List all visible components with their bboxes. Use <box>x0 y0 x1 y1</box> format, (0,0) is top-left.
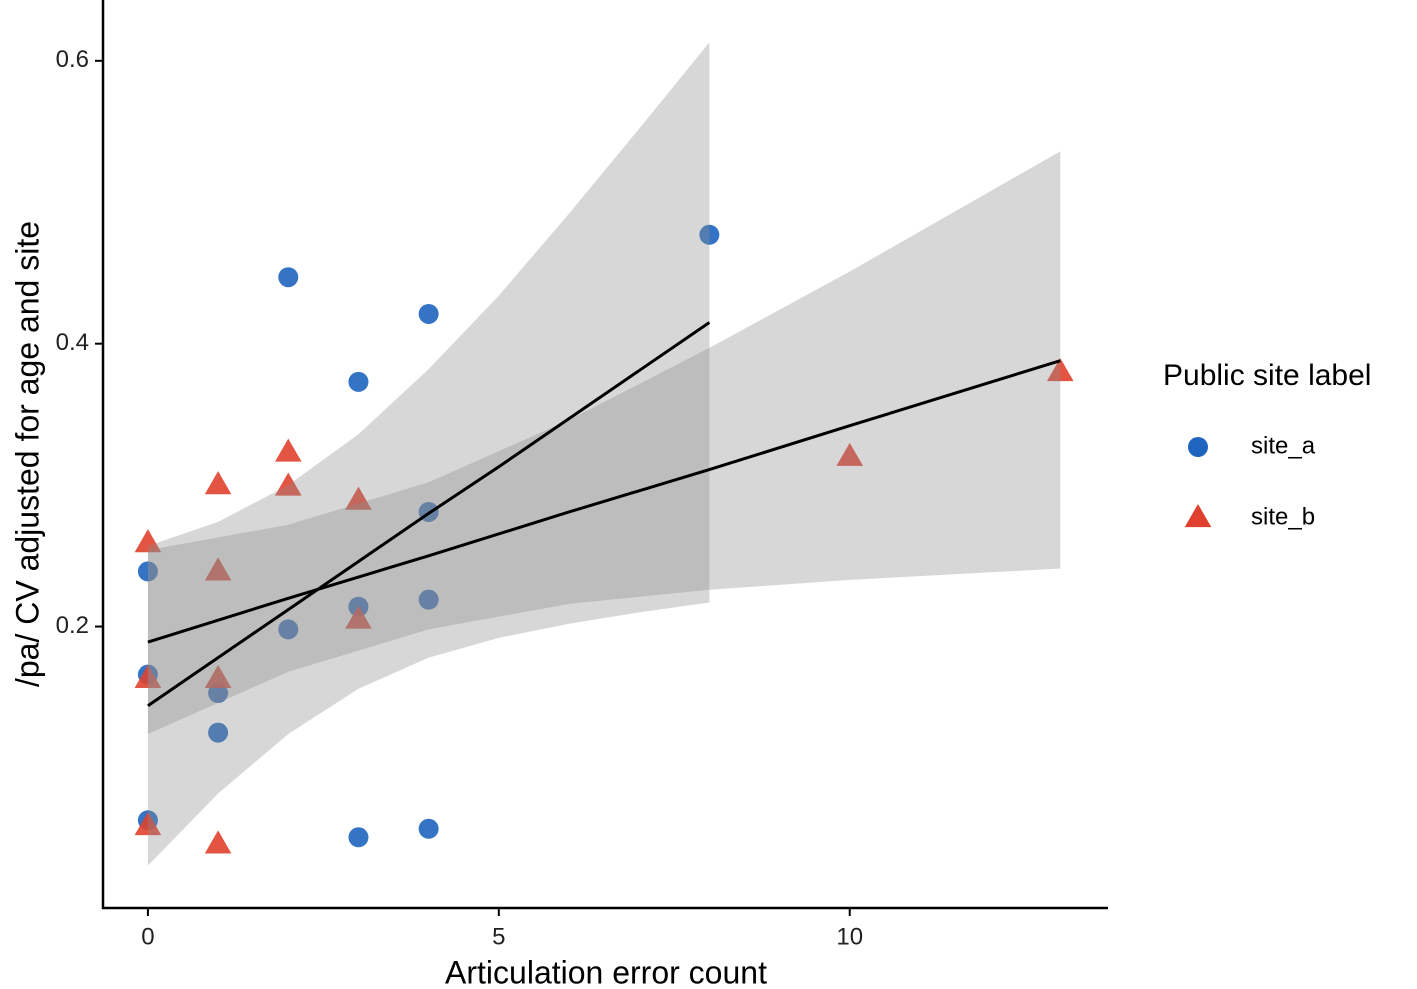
point <box>345 605 372 629</box>
legend-symbol <box>1184 504 1212 528</box>
y-tick-label: 0.4 <box>56 329 89 356</box>
point <box>348 371 369 392</box>
point <box>134 811 162 836</box>
y-axis-title: /pa/ CV adjusted for age and site <box>9 221 45 687</box>
point <box>134 664 162 688</box>
point <box>699 224 720 245</box>
point <box>836 442 864 466</box>
point <box>204 830 232 854</box>
confidence-band <box>147 42 710 866</box>
point <box>1046 357 1074 382</box>
fit-line <box>147 321 711 707</box>
point <box>418 589 439 610</box>
point <box>418 303 439 324</box>
x-tick-label: 5 <box>492 923 505 950</box>
y-tick-label: 0.2 <box>56 612 89 639</box>
point <box>418 818 439 839</box>
x-axis-title: Articulation error count <box>445 954 767 989</box>
point <box>274 438 302 462</box>
y-tick-label: 0.6 <box>56 46 89 73</box>
point <box>278 267 299 288</box>
legend-symbol <box>1188 437 1208 457</box>
legend-title: Public site label <box>1163 359 1371 392</box>
point <box>204 557 232 581</box>
point <box>208 722 229 743</box>
point <box>134 529 162 553</box>
point <box>348 827 369 848</box>
legend-label: site_a <box>1251 432 1316 459</box>
x-tick-label: 10 <box>836 923 863 950</box>
confidence-band <box>147 151 1061 735</box>
point <box>137 561 158 582</box>
point <box>204 664 232 688</box>
legend-label: site_b <box>1251 503 1315 530</box>
point <box>208 683 229 704</box>
point <box>274 472 302 496</box>
point <box>278 619 299 640</box>
point <box>204 471 232 495</box>
x-tick-label: 0 <box>141 923 154 950</box>
point <box>345 486 372 510</box>
fit-line <box>147 359 1061 644</box>
